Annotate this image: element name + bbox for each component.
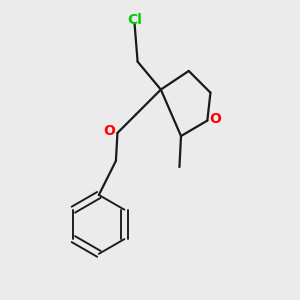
- Text: Cl: Cl: [127, 13, 142, 27]
- Text: O: O: [103, 124, 115, 138]
- Text: O: O: [209, 112, 221, 126]
